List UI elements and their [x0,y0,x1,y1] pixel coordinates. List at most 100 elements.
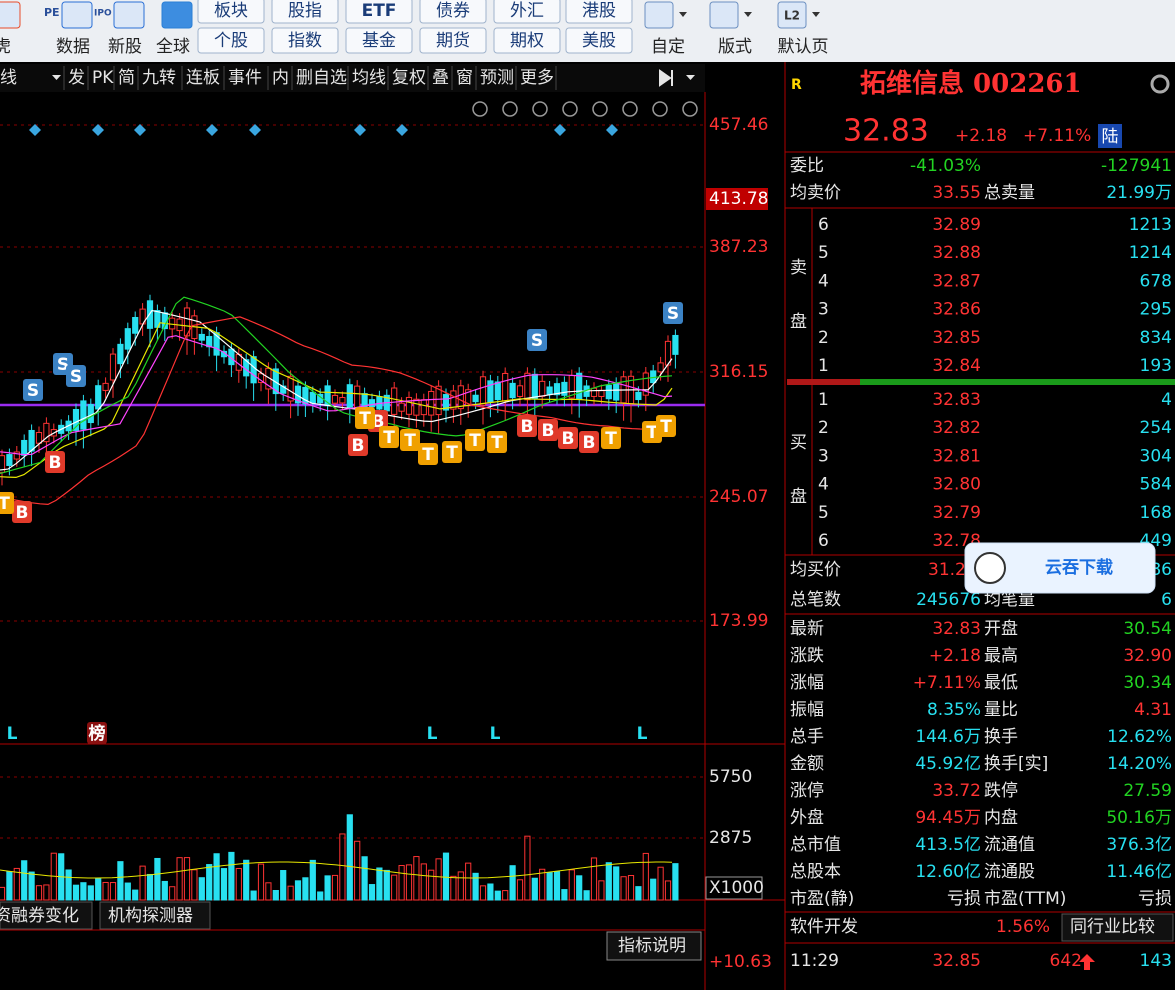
toolbar-label[interactable]: 版式 [718,37,752,57]
signal: B [521,417,534,437]
toolbar-button-label[interactable]: ETF [362,1,397,21]
toolbar-button-label[interactable]: 港股 [582,1,616,21]
toolbar-button-label[interactable]: 基金 [362,31,396,51]
tab[interactable] [0,901,93,930]
volume-bar [383,869,390,901]
tool-icon[interactable] [532,101,548,117]
tool-icon[interactable] [652,101,668,117]
row-value: 11.46亿 [1106,862,1172,882]
menu-item[interactable]: PK [92,68,114,88]
menu-item[interactable]: 更多 [520,68,554,88]
row-value: 最高 [984,646,1018,666]
toolbar-button[interactable] [197,27,265,54]
menu-item[interactable]: 均线 [352,68,386,88]
toolbar-button[interactable] [419,0,487,24]
toolbar-button[interactable] [345,0,413,24]
compare-box[interactable] [1061,913,1174,942]
popup[interactable] [964,542,1156,594]
toolbar-button[interactable] [565,27,633,54]
tab-label[interactable]: 机构探测器 [108,906,193,926]
signal-badge [656,415,676,437]
toolbar-button-label[interactable]: 债券 [436,1,470,21]
tab[interactable] [99,901,211,930]
volume-bar [598,880,605,901]
toolbar-button-label[interactable]: 股指 [288,1,322,21]
last-price: 32.83 [843,114,929,149]
row-value: 31.2 [928,560,966,580]
bar-red [787,379,860,385]
row-value: 32.79 [932,503,981,523]
menu-item[interactable]: 叠 [432,68,449,88]
menu-item[interactable]: 线 [0,68,17,88]
menu-item[interactable]: 连板 [186,68,220,88]
tool-icon[interactable] [592,101,608,117]
toolbar-button[interactable] [345,27,413,54]
signal-badge [663,302,683,324]
candle [117,343,124,365]
side-label: 盘 [790,487,807,507]
toolbar-label[interactable]: 数据 [56,37,90,57]
tool-icon[interactable] [472,101,488,117]
volume-bar [435,858,442,901]
gear-icon[interactable] [1150,74,1170,94]
menu-item[interactable]: 复权 [392,68,426,88]
toolbar-label[interactable]: 虎 [0,37,11,57]
candle [553,383,561,396]
toolbar-button-label[interactable]: 外汇 [510,1,544,21]
toolbar-button[interactable] [565,0,633,24]
signal-badge [558,427,578,449]
diamond [606,124,618,136]
toolbar-button-label[interactable]: 板块 [214,1,248,21]
toolbar-button-label[interactable]: 个股 [214,31,248,51]
candle [598,390,605,397]
tool-icon[interactable] [682,101,698,117]
candle [21,439,28,456]
menu-item[interactable]: 发 [68,68,85,88]
menu-item[interactable]: 内 [272,68,289,88]
tool-icon[interactable] [562,101,578,117]
toolbar-button[interactable] [271,27,339,54]
row-value: 流通股 [984,862,1035,882]
menu-item[interactable]: 窗 [456,68,473,88]
menu-item[interactable]: 简 [118,68,135,88]
indicator-button-label[interactable]: 指标说明 [618,936,686,956]
stock-title: 拓维信息 002261 [860,68,1082,99]
menu-item[interactable]: 事件 [228,68,262,88]
toolbar-button-label[interactable]: 期货 [436,31,470,51]
toolbar-button[interactable] [493,0,561,24]
menu-item[interactable]: 删自选 [296,68,347,88]
signal-badge [12,501,32,523]
toolbar-button[interactable] [197,0,265,24]
toolbar-button-label[interactable]: 指数 [288,31,322,51]
volume-bar [457,871,464,901]
toolbar-button-label[interactable]: 期权 [510,31,544,51]
row-label: 均买价 [790,560,841,580]
price-axis-label: 245.07 [709,487,768,507]
tool-icon[interactable] [502,101,518,117]
indicator-button[interactable] [606,931,702,961]
toolbar-button[interactable] [271,0,339,24]
toolbar-button[interactable] [419,27,487,54]
volume-bar [139,865,146,901]
icon-badge: PE [44,6,60,19]
tab-label[interactable]: 资融券变化 [0,906,79,926]
tool-icon[interactable] [622,101,638,117]
indicator-value: +10.63 [709,952,772,972]
row-value: 295 [1140,300,1172,320]
menu-item[interactable]: 预测 [480,68,514,88]
popup-icon [974,552,1006,584]
popup-label[interactable]: 云吞下载 [1045,557,1113,578]
menu-item[interactable]: 九转 [142,68,176,88]
row-value: 193 [1140,356,1172,376]
row-value: 4.31 [1134,700,1172,720]
toolbar-button[interactable] [493,27,561,54]
candle [509,382,516,399]
row-value: -127941 [1101,156,1172,176]
volume-bar [450,875,457,901]
toolbar-label[interactable]: 全球 [156,37,190,57]
toolbar-label[interactable]: 自定 [651,37,685,57]
toolbar-label[interactable]: 新股 [108,37,142,57]
toolbar-label[interactable]: 默认页 [778,37,829,57]
toolbar-button-label[interactable]: 美股 [582,31,616,51]
